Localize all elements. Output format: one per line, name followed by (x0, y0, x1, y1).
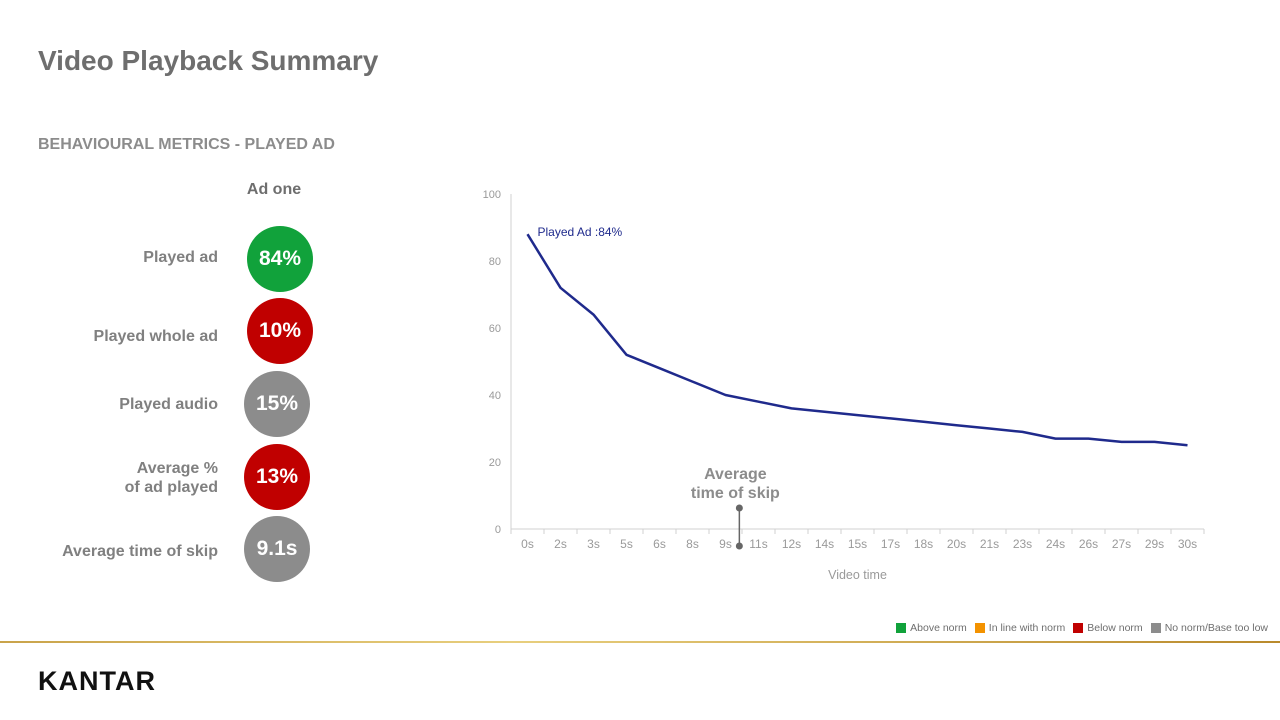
x-tick-label: 24s (1046, 537, 1065, 551)
series-label: Played Ad :84% (538, 225, 623, 239)
legend-item-no-norm: No norm/Base too low (1150, 622, 1268, 634)
legend-item-above: Above norm (896, 622, 967, 634)
x-tick-label: 9s (719, 537, 732, 551)
x-tick-label: 11s (749, 537, 767, 551)
x-tick-label: 0s (521, 537, 534, 551)
x-tick-label: 8s (686, 537, 699, 551)
legend-swatch (1150, 623, 1161, 633)
x-tick-label: 26s (1079, 537, 1098, 551)
legend-label: In line with norm (988, 622, 1066, 634)
legend: Above norm In line with norm Below norm … (896, 622, 1268, 634)
metric-label-played-ad: Played ad (143, 249, 218, 266)
metric-circle-played-ad: 84% (247, 226, 313, 292)
legend-item-inline: In line with norm (974, 622, 1066, 634)
y-tick-label: 100 (483, 189, 501, 201)
legend-label: Below norm (1087, 622, 1143, 634)
y-tick-label: 40 (489, 390, 501, 402)
legend-swatch (1073, 623, 1084, 633)
legend-swatch (974, 623, 985, 633)
x-tick-label: 12s (782, 537, 801, 551)
x-tick-label: 15s (848, 537, 867, 551)
x-tick-label: 23s (1013, 537, 1032, 551)
legend-label: No norm/Base too low (1164, 622, 1268, 634)
x-tick-label: 5s (620, 537, 633, 551)
kantar-logo: KANTAR (38, 666, 156, 696)
y-tick-label: 20 (489, 457, 501, 469)
y-tick-label: 0 (495, 524, 501, 536)
x-tick-label: 20s (947, 537, 966, 551)
x-tick-label: 27s (1112, 537, 1131, 551)
x-tick-label: 3s (587, 537, 600, 551)
metric-circle-average-skip: 9.1s (244, 516, 310, 582)
skip-marker-top-dot (735, 504, 743, 512)
y-tick-label: 60 (489, 323, 501, 335)
footer-divider (0, 641, 1280, 643)
x-tick-label: 18s (914, 537, 933, 551)
x-tick-label: 30s (1178, 537, 1197, 551)
legend-swatch (896, 623, 907, 633)
y-tick-label: 80 (489, 256, 501, 268)
x-tick-label: 6s (653, 537, 666, 551)
series-line-played-ad (526, 233, 1188, 447)
section-subtitle: BEHAVIOURAL METRICS - PLAYED AD (38, 136, 335, 153)
skip-annotation-label: Average (704, 466, 767, 483)
metric-circle-played-whole-ad: 10% (247, 298, 313, 364)
x-axis-label: Video time (828, 568, 887, 582)
metric-circle-average-percent: 13% (244, 444, 310, 510)
x-tick-label: 21s (980, 537, 999, 551)
skip-annotation-label: time of skip (691, 485, 780, 502)
x-tick-label: 17s (881, 537, 900, 551)
metric-label-played-whole-ad: Played whole ad (93, 328, 218, 345)
column-header-ad-one: Ad one (246, 181, 302, 198)
legend-label: Above norm (910, 622, 967, 634)
metric-label-average-skip: Average time of skip (62, 543, 218, 560)
x-tick-label: 14s (815, 537, 834, 551)
metric-circle-played-audio: 15% (244, 371, 310, 437)
x-tick-label: 29s (1145, 537, 1164, 551)
page-title: Video Playback Summary (38, 45, 379, 76)
legend-item-below: Below norm (1073, 622, 1143, 634)
played-ad-line-chart: 0 20 40 60 80 100 0s 2s 3s 5s 6s 8s 9s 11s 12s 14s 15s 17… (483, 189, 1205, 582)
metric-label-played-audio: Played audio (119, 396, 218, 413)
metric-label-average-percent: Average % of ad played (124, 460, 218, 496)
x-tick-label: 2s (554, 537, 567, 551)
skip-marker-bottom-dot (735, 542, 743, 550)
